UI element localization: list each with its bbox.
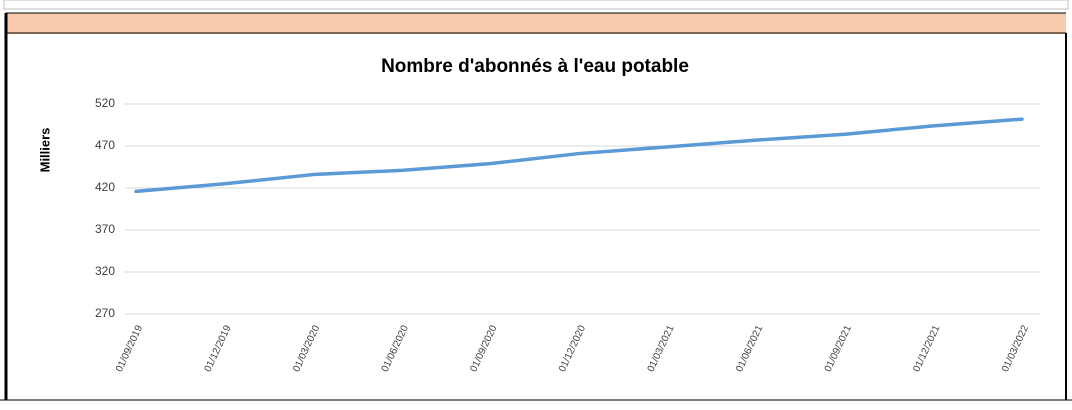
y-tick-label: 320 (95, 264, 115, 278)
y-tick-label: 520 (95, 96, 115, 110)
x-tick-label: 01/12/2019 (203, 323, 234, 373)
x-tick-label: 01/09/2020 (468, 323, 499, 373)
chart-title: Nombre d'abonnés à l'eau potable (381, 56, 689, 77)
y-tick-label: 470 (95, 138, 115, 152)
x-tick-label: 01/06/2020 (380, 323, 411, 373)
y-tick-label: 420 (95, 180, 115, 194)
x-tick-label: 01/06/2021 (734, 323, 765, 373)
line-series (134, 117, 1024, 194)
y-axis-title: Milliers (37, 128, 52, 173)
y-tick-label: 270 (95, 306, 115, 320)
x-tick-label: 01/09/2021 (823, 323, 854, 373)
header-band (6, 13, 1066, 34)
x-tick-label: 01/12/2020 (557, 323, 588, 373)
top-bar (3, 0, 1069, 10)
x-tick-label: 01/03/2020 (291, 323, 322, 373)
y-tick-label: 370 (95, 222, 115, 236)
x-tick-label: 01/09/2019 (114, 323, 145, 373)
x-tick-label: 01/03/2021 (646, 323, 677, 373)
x-tick-label: 01/12/2021 (911, 323, 942, 373)
x-tick-label: 01/03/2022 (1000, 323, 1031, 373)
